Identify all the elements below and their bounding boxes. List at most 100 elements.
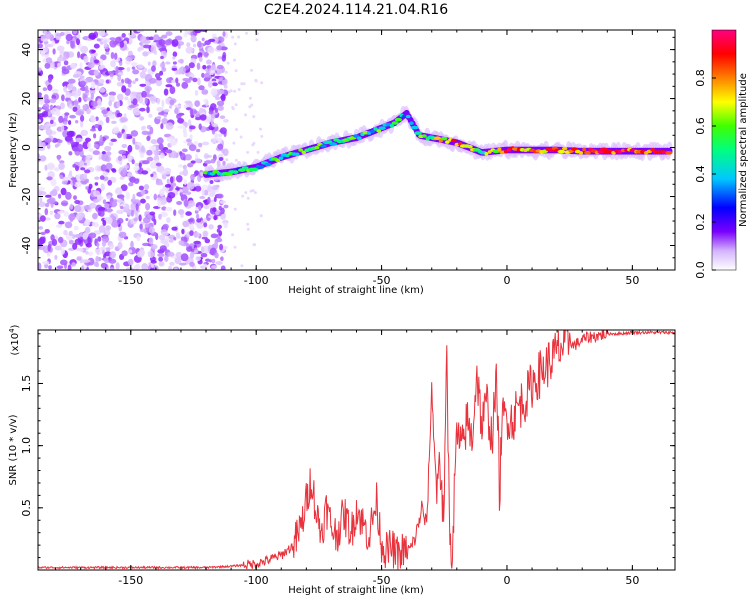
noise-blob (184, 30, 188, 35)
noise-blob (253, 243, 257, 247)
ridge-core (582, 147, 587, 152)
noise-blob (177, 125, 185, 129)
noise-blob (70, 62, 77, 70)
noise-blob (82, 232, 88, 240)
noise-blob (209, 180, 214, 184)
noise-blob (153, 150, 160, 156)
noise-blob (77, 51, 81, 59)
ridge-core (356, 136, 362, 140)
noise-blob (176, 201, 183, 205)
noise-blob (45, 57, 53, 64)
ridge-core (353, 134, 359, 138)
noise-blob (111, 219, 119, 228)
noise-blob (202, 141, 210, 146)
noise-blob (120, 117, 128, 123)
noise-blob (38, 262, 42, 270)
noise-blob (127, 32, 136, 37)
noise-blob (39, 155, 47, 162)
noise-blob (49, 210, 54, 215)
noise-blob (104, 203, 110, 209)
noise-blob (42, 260, 50, 265)
noise-blob (194, 117, 202, 121)
noise-blob (201, 184, 208, 190)
noise-blob (48, 76, 52, 83)
colorbar-tick-label: 0.2 (694, 213, 707, 231)
noise-blob (246, 227, 250, 231)
noise-blob (187, 200, 196, 208)
noise-blob (143, 39, 151, 44)
noise-blob (144, 97, 148, 105)
noise-blob (117, 67, 125, 71)
noise-blob (69, 104, 73, 110)
noise-blob (194, 90, 199, 96)
noise-blob (208, 110, 214, 115)
noise-blob (44, 217, 51, 221)
noise-blob (175, 232, 180, 239)
noise-blob (129, 55, 136, 59)
noise-blob (148, 78, 157, 84)
noise-blob (44, 44, 49, 53)
noise-blob (250, 103, 254, 107)
snr-xlabel: Height of straight line (km) (288, 585, 424, 596)
ridge-core (434, 136, 441, 140)
noise-blob (111, 169, 117, 173)
noise-blob (59, 160, 65, 164)
noise-blob (206, 59, 212, 65)
noise-blob (239, 135, 243, 139)
noise-blob (140, 198, 146, 204)
noise-blob (108, 114, 116, 119)
noise-blob (160, 201, 165, 206)
noise-blob (155, 78, 163, 87)
noise-blob (79, 62, 83, 70)
noise-blob (44, 62, 51, 69)
noise-blob (218, 157, 224, 161)
noise-blob (60, 31, 65, 36)
noise-blob (116, 217, 124, 224)
noise-blob (73, 195, 77, 201)
noise-blob (111, 120, 117, 124)
noise-blob (132, 193, 136, 202)
noise-blob (127, 144, 133, 153)
noise-blob (155, 182, 164, 186)
noise-blob (88, 148, 94, 152)
noise-blob (165, 149, 173, 154)
noise-blob (194, 185, 202, 192)
noise-blob (88, 251, 94, 256)
noise-blob (217, 133, 223, 137)
noise-blob (44, 229, 50, 234)
noise-blob (170, 182, 177, 187)
noise-blob (211, 123, 218, 128)
noise-blob (204, 154, 213, 158)
noise-blob (114, 187, 123, 195)
noise-blob (153, 218, 157, 226)
y-tick-label: 40 (20, 43, 33, 57)
noise-blob (171, 226, 178, 231)
noise-blob (136, 235, 141, 242)
ridge-core (578, 151, 584, 155)
noise-blob (120, 205, 124, 210)
noise-blob (90, 92, 95, 100)
noise-blob (80, 129, 89, 137)
noise-blob (139, 116, 145, 121)
noise-blob (167, 251, 175, 257)
noise-blob (176, 82, 180, 87)
ridge-core (295, 152, 300, 157)
noise-blob (148, 237, 154, 245)
noise-blob (146, 106, 150, 114)
noise-blob (95, 255, 99, 263)
noise-blob (133, 264, 139, 270)
noise-blob (222, 148, 229, 157)
noise-blob (75, 120, 79, 124)
ridge-core (467, 144, 473, 149)
noise-blob (203, 98, 208, 103)
y-tick-label: 1.0 (20, 437, 33, 455)
noise-blob (198, 142, 203, 148)
ridge-core (394, 117, 402, 122)
noise-blob (161, 173, 167, 180)
noise-blob (217, 143, 224, 150)
noise-blob (70, 139, 74, 145)
noise-blob (57, 62, 61, 68)
noise-blob (108, 258, 117, 264)
noise-blob (57, 211, 64, 214)
noise-blob (162, 231, 169, 237)
